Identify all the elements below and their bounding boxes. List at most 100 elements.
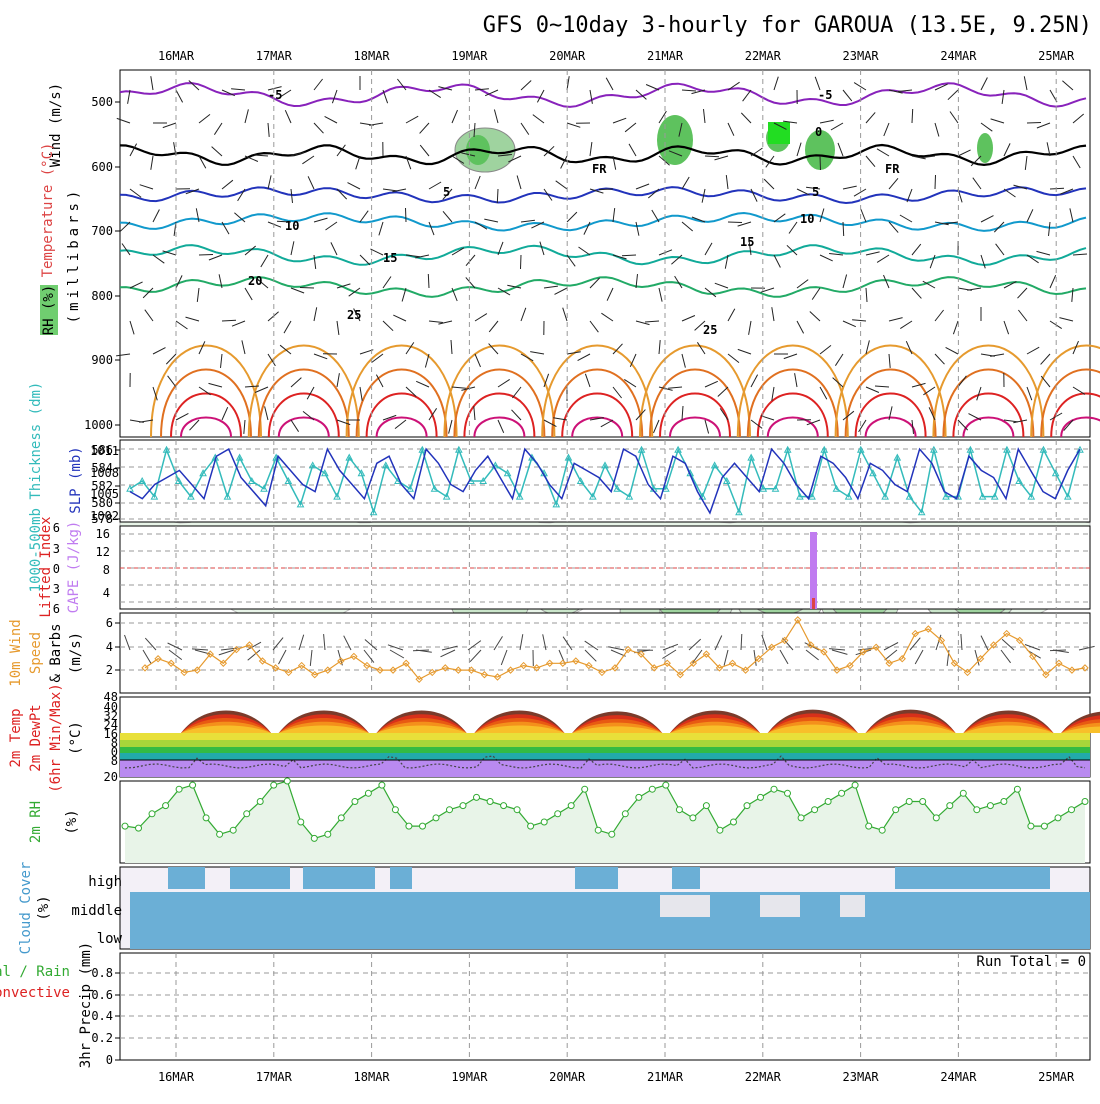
contour-label: 0: [815, 125, 822, 139]
contour-label: 5: [443, 185, 450, 199]
precip-tick-label: 0.2: [91, 1031, 113, 1045]
precip-panel: 0.80.60.40.20 Run Total = 0 Total / Rain…: [0, 942, 1090, 1068]
rh2m-marker: [122, 823, 128, 829]
rh2m-marker: [947, 803, 953, 809]
li-ylabel: Lifted Index: [38, 516, 54, 617]
temp-tick-label: 20: [104, 770, 118, 784]
rh2m-marker: [501, 803, 507, 809]
rh2m-panel: 2m RH (%): [28, 778, 1090, 863]
wind10m-ylabel-d: (m/s): [68, 632, 84, 674]
precip-tick-label: 0.6: [91, 988, 113, 1002]
top-day-label: 19MAR: [451, 49, 488, 63]
li-bar: [812, 598, 815, 609]
temp-band: [120, 747, 1090, 753]
rh2m-marker: [906, 799, 912, 805]
rh2m-marker: [690, 815, 696, 821]
rh2m-marker: [1014, 786, 1020, 792]
wind-barb: [935, 175, 936, 189]
top-day-label: 22MAR: [745, 49, 782, 63]
rh2m-marker: [866, 823, 872, 829]
cloud-high-bar: [168, 867, 205, 889]
contour-label: 10: [800, 212, 814, 226]
wind10m-tick-label: 2: [106, 663, 113, 677]
rh2m-marker: [852, 782, 858, 788]
contour-label: 15: [383, 251, 397, 265]
top-day-label: 25MAR: [1038, 49, 1075, 63]
cloud-high-bar: [672, 867, 700, 889]
cloud-low-middle-fill: [130, 892, 1090, 949]
cloud-high-bar: [230, 867, 290, 889]
wind-barb: [599, 189, 613, 190]
rh2m-marker: [582, 786, 588, 792]
cloud-level-middle: middle: [71, 903, 122, 919]
wind-barb: [843, 222, 844, 236]
slp-tick-label: 1002: [90, 509, 119, 523]
rh2m-marker: [920, 799, 926, 805]
cloud-high-bar: [895, 867, 1050, 889]
bottom-day-label: 16MAR: [158, 1070, 195, 1084]
temp2m-ylabel-d: (°C): [68, 721, 84, 755]
rh2m-ylabel-b: (%): [64, 809, 80, 834]
wind-barb: [820, 156, 821, 170]
rh2m-marker: [284, 778, 290, 784]
temp2m-ylabel-b: 2m DewPt: [28, 704, 44, 771]
rh2m-marker: [703, 803, 709, 809]
cape-ylabel: CAPE (J/kg): [66, 521, 82, 614]
pressure-tick-label: 500: [91, 95, 113, 109]
wind10m-tick-label: 4: [106, 640, 113, 654]
cloud-ylabel-b: (%): [36, 895, 52, 920]
wind-barb: [622, 255, 636, 256]
rh2m-marker: [1055, 815, 1061, 821]
rh2m-marker: [298, 819, 304, 825]
contour-label: -5: [818, 88, 832, 102]
rh2m-marker: [649, 786, 655, 792]
contour-label: 25: [703, 323, 717, 337]
temp-band-cold: [120, 760, 1090, 777]
contour-label: 15: [740, 235, 754, 249]
cloud-middle-gap: [660, 895, 710, 917]
rh2m-marker: [595, 827, 601, 833]
contour-label: FR: [592, 162, 607, 176]
rh2m-marker: [338, 815, 344, 821]
rh2m-marker: [271, 782, 277, 788]
rh2m-marker: [379, 782, 385, 788]
precip-ylabel-b: Convective: [0, 985, 70, 1001]
rh2m-marker: [812, 807, 818, 813]
rh2m-marker: [555, 811, 561, 817]
bottom-day-label: 19MAR: [451, 1070, 488, 1084]
slp-tick-label: 1008: [90, 466, 119, 480]
rh2m-marker: [420, 823, 426, 829]
rh2m-marker: [176, 786, 182, 792]
pressure-tick-label: 800: [91, 289, 113, 303]
top-day-label: 18MAR: [354, 49, 391, 63]
bottom-day-label: 21MAR: [647, 1070, 684, 1084]
rh2m-marker: [717, 827, 723, 833]
top-day-label: 21MAR: [647, 49, 684, 63]
top-day-label: 23MAR: [843, 49, 880, 63]
cape-tick-label: 4: [103, 586, 110, 600]
rh2m-marker: [203, 815, 209, 821]
wind-barb: [300, 288, 314, 289]
pressure-tick-label: 600: [91, 160, 113, 174]
temp-tick-label: 8: [111, 754, 118, 768]
cloud-level-low: low: [97, 931, 123, 947]
cape-tick-label: 8: [103, 563, 110, 577]
precip-ylabel-c: 3hr Precip (mm): [78, 942, 94, 1068]
rh2m-marker: [136, 825, 142, 831]
cape-tick-label: 16: [96, 527, 110, 541]
rh2m-marker: [217, 831, 223, 837]
rh2m-marker: [758, 794, 764, 800]
rh2m-marker: [731, 819, 737, 825]
rh2m-marker: [352, 799, 358, 805]
wind-barb: [521, 255, 522, 269]
rh-contour-region: [657, 115, 693, 165]
rh2m-ylabel-a: 2m RH: [28, 801, 44, 843]
rh2m-marker: [960, 790, 966, 796]
precip-tick-label: 0.4: [91, 1009, 113, 1023]
rh2m-marker: [663, 782, 669, 788]
rh2m-marker: [1082, 799, 1088, 805]
temp-band: [120, 753, 1090, 760]
top-day-label: 17MAR: [256, 49, 293, 63]
